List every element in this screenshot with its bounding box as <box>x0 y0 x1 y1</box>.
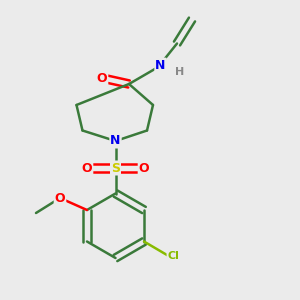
Text: O: O <box>97 71 107 85</box>
Text: O: O <box>55 191 65 205</box>
Text: N: N <box>155 58 166 72</box>
Text: O: O <box>82 161 92 175</box>
Text: S: S <box>111 161 120 175</box>
Text: H: H <box>175 67 184 77</box>
Text: N: N <box>110 134 121 148</box>
Text: Cl: Cl <box>167 250 179 261</box>
Text: O: O <box>139 161 149 175</box>
